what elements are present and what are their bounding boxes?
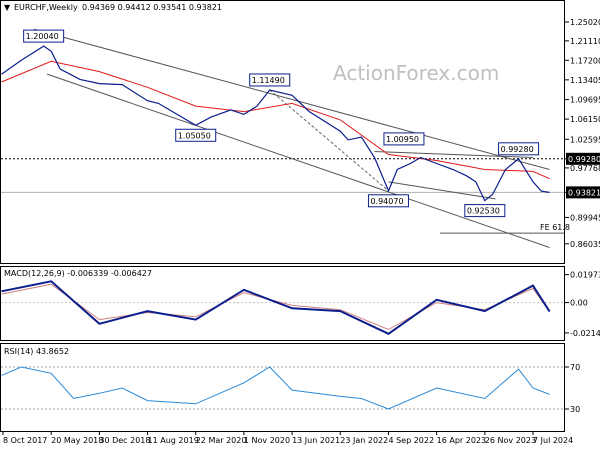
macd-line [1, 280, 551, 335]
x-tick-label: 1 Nov 2020 [244, 436, 290, 445]
x-tick-label: 23 Jan 2022 [340, 436, 388, 445]
price-annotation: 1.11490 [252, 76, 285, 85]
x-tick-label: 11 Aug 2019 [148, 436, 199, 445]
price-annotation-box [367, 194, 409, 208]
price-tick-label: 1.17200 [570, 56, 600, 65]
channel-line [374, 151, 534, 158]
price-annotation: 0.92530 [467, 207, 500, 216]
price-tick-label: 0.97768 [570, 164, 600, 173]
channel-line [33, 28, 550, 171]
x-tick-label: 22 Mar 2020 [196, 436, 247, 445]
price-tick-label: 1.21110 [570, 37, 600, 46]
x-tick-label: 4 Sep 2022 [388, 436, 434, 445]
rsi-title: RSI(14) 43.8652 [4, 347, 69, 356]
x-tick-label: 13 Jun 2021 [292, 436, 340, 445]
price-annotation-box [498, 142, 540, 156]
price-tick-label: 1.02595 [570, 135, 600, 144]
price-panel-frame [0, 0, 565, 264]
retracement-line [269, 89, 389, 192]
price-annotation-box [464, 204, 506, 218]
price-annotation: 1.00950 [386, 135, 419, 144]
macd-plot: 0.019733 0.00 -0.021424 [1, 271, 600, 338]
macd-tick-label: 0.00 [570, 299, 588, 308]
fe-label: FE 61.8 [540, 223, 570, 232]
price-tick-label: 0.86035 [570, 240, 600, 249]
price-annotation: 0.94070 [370, 197, 403, 206]
x-tick-label: 16 Apr 2023 [437, 436, 486, 445]
price-annotation: 1.20040 [26, 32, 59, 41]
price-plot: 0.99280 0.93821 FE 61.8 1.20040 1.05050 1.114… [1, 28, 600, 248]
macd-tick-label: -0.021424 [570, 329, 600, 338]
price-annotation-box [249, 73, 291, 87]
rsi-panel-frame [0, 343, 565, 432]
x-tick-label: 26 Nov 2023 [485, 436, 536, 445]
rsi-plot: 70 30 [1, 363, 580, 414]
header-ohlc: 0.94369 0.94412 0.93541 0.93821 [82, 3, 222, 12]
macd-signal-line [1, 283, 551, 331]
x-tick-label: 30 Dec 2018 [99, 436, 150, 445]
level-marker-label: 0.99280 [568, 155, 600, 164]
x-tick-label: 8 Oct 2017 [3, 436, 47, 445]
level-marker-label: 0.93821 [568, 188, 600, 197]
rsi-line [1, 366, 550, 410]
price-tick-label: 0.89945 [570, 213, 600, 222]
level-marker [566, 186, 600, 199]
price-line [1, 45, 550, 202]
macd-title: MACD(12,26,9) -0.006339 -0.006427 [4, 269, 152, 278]
macd-panel-frame [0, 266, 565, 341]
price-tick-label: 1.09695 [570, 96, 600, 105]
header-symbol: EURCHF,Weekly [14, 3, 78, 12]
price-tick-label: 1.25020 [570, 18, 600, 27]
rsi-tick-label: 30 [570, 405, 580, 414]
price-annotation: 0.99280 [501, 145, 534, 154]
price-tick-label: 1.06150 [570, 115, 600, 124]
watermark: ActionForex.com [333, 61, 499, 85]
header-arrow[interactable]: ▼ [4, 3, 11, 12]
rsi-tick-label: 70 [570, 363, 580, 372]
price-annotation-box [383, 132, 425, 146]
price-annotation-box [175, 128, 217, 142]
price-tick-label: 1.13405 [570, 76, 600, 85]
x-tick-label: 7 Jul 2024 [533, 436, 573, 445]
x-tick-label: 20 May 2018 [51, 436, 103, 445]
price-axis: 1.25020 1.21110 1.17200 1.13405 1.09695 1.061… [565, 18, 600, 249]
channel-line [388, 181, 496, 200]
channel-line [46, 73, 550, 248]
price-annotation-box [23, 29, 65, 43]
level-marker [566, 152, 600, 165]
macd-tick-label: 0.019733 [570, 271, 600, 280]
price-annotation: 1.05050 [178, 131, 211, 140]
moving-average-line [1, 60, 550, 180]
